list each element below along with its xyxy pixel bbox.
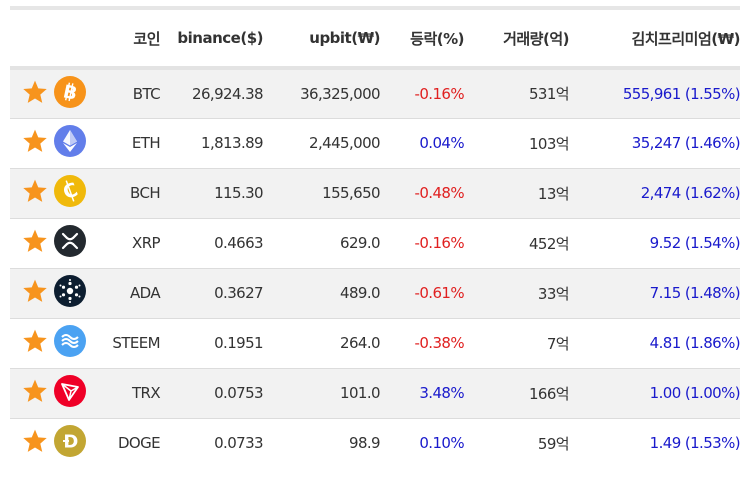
favorite-star-icon[interactable] xyxy=(22,378,48,408)
bitcoin-cash-icon: C xyxy=(54,175,86,211)
coin-symbol: ADA xyxy=(129,284,161,302)
kimchi-premium: 1.49 (1.53%) xyxy=(649,434,741,453)
row-icons: B xyxy=(10,68,100,118)
favorite-star-icon[interactable] xyxy=(22,128,48,158)
table-row[interactable]: TRX 0.0753 101.0 3.48% 166억 1.00 (1.00%) xyxy=(10,368,741,418)
volume: 59억 xyxy=(537,434,570,453)
binance-price: 1,813.89 xyxy=(201,134,264,152)
row-icons xyxy=(10,218,100,268)
coin-symbol: ETH xyxy=(131,134,161,152)
binance-price: 0.4663 xyxy=(214,234,263,252)
header-coin[interactable]: 코인 xyxy=(133,29,160,48)
bitcoin-icon: B xyxy=(54,75,86,112)
binance-price: 0.1951 xyxy=(214,334,263,352)
change-percent: 0.10% xyxy=(419,434,464,453)
header-change[interactable]: 등락(%) xyxy=(410,29,464,48)
change-percent: 3.48% xyxy=(419,384,464,402)
upbit-price: 98.9 xyxy=(349,434,381,453)
table-row[interactable]: STEEM 0.1951 264.0 -0.38% 7억 4.81 (1.86%) xyxy=(10,318,741,368)
header-favorite xyxy=(10,10,100,68)
upbit-price: 264.0 xyxy=(340,334,381,352)
volume: 7억 xyxy=(546,334,570,353)
binance-price: 0.0733 xyxy=(214,434,263,453)
kimchi-premium: 1.00 (1.00%) xyxy=(649,384,741,402)
volume: 531억 xyxy=(528,85,570,104)
volume: 33억 xyxy=(537,284,570,303)
volume: 166억 xyxy=(528,384,570,403)
favorite-star-icon[interactable] xyxy=(22,428,48,458)
table-header-row: 코인 binance($) upbit(₩) 등락(%) 거래량(억) 김치프리… xyxy=(10,10,741,68)
upbit-price: 629.0 xyxy=(340,234,381,252)
upbit-price: 2,445,000 xyxy=(309,134,381,152)
change-percent: -0.38% xyxy=(414,334,465,352)
upbit-price: 489.0 xyxy=(340,284,381,302)
volume: 103억 xyxy=(528,134,570,153)
favorite-star-icon[interactable] xyxy=(22,178,48,208)
xrp-icon xyxy=(54,225,86,261)
kimchi-premium: 4.81 (1.86%) xyxy=(649,334,741,352)
change-percent: -0.61% xyxy=(414,284,465,302)
coin-symbol: BTC xyxy=(132,84,161,103)
top-divider xyxy=(10,6,740,10)
steem-icon xyxy=(54,325,86,361)
coin-symbol: DOGE xyxy=(117,434,161,453)
tron-icon xyxy=(54,375,86,411)
table-row[interactable]: XRP 0.4663 629.0 -0.16% 452억 9.52 (1.54%) xyxy=(10,218,741,268)
change-percent: -0.16% xyxy=(414,234,465,252)
favorite-star-icon[interactable] xyxy=(22,328,48,358)
row-icons: C xyxy=(10,168,100,218)
binance-price: 115.30 xyxy=(214,184,263,202)
row-icons xyxy=(10,268,100,318)
header-premium[interactable]: 김치프리미엄(₩) xyxy=(631,29,740,48)
favorite-star-icon[interactable] xyxy=(22,79,48,109)
svg-text:D: D xyxy=(63,432,77,453)
coin-symbol: TRX xyxy=(131,384,161,402)
volume: 452억 xyxy=(528,234,570,253)
cardano-icon xyxy=(54,275,86,311)
kimchi-premium: 9.52 (1.54%) xyxy=(649,234,741,252)
row-icons xyxy=(10,368,100,418)
dogecoin-icon: D xyxy=(54,425,86,461)
coin-symbol: XRP xyxy=(132,234,161,252)
upbit-price: 36,325,000 xyxy=(300,84,380,103)
header-volume[interactable]: 거래량(억) xyxy=(503,29,569,48)
volume: 13억 xyxy=(537,184,570,203)
table-row[interactable]: B BTC 26,924.38 36,325,000 -0.16% 531억 555,961… xyxy=(10,68,741,118)
change-percent: 0.04% xyxy=(419,134,464,152)
table-row[interactable]: ETH 1,813.89 2,445,000 0.04% 103억 35,247 (1.4… xyxy=(10,118,741,168)
binance-price: 0.3627 xyxy=(214,284,263,302)
binance-price: 26,924.38 xyxy=(192,84,264,103)
header-binance[interactable]: binance($) xyxy=(177,29,263,47)
coin-symbol: BCH xyxy=(130,184,161,202)
coin-price-table: 코인 binance($) upbit(₩) 등락(%) 거래량(억) 김치프리… xyxy=(10,10,741,468)
change-percent: -0.48% xyxy=(414,184,465,202)
row-icons xyxy=(10,118,100,168)
favorite-star-icon[interactable] xyxy=(22,228,48,258)
table-row[interactable]: C BCH 115.30 155,650 -0.48% 13억 2,474 (1.62%) xyxy=(10,168,741,218)
binance-price: 0.0753 xyxy=(214,384,263,402)
table-row[interactable]: ADA 0.3627 489.0 -0.61% 33억 7.15 (1.48%) xyxy=(10,268,741,318)
kimchi-premium: 7.15 (1.48%) xyxy=(649,284,741,302)
change-percent: -0.16% xyxy=(414,84,465,103)
ethereum-icon xyxy=(54,125,86,161)
table-row[interactable]: D DOGE 0.0733 98.9 0.10% 59억 1.49 (1.53%) xyxy=(10,418,741,468)
row-icons xyxy=(10,318,100,368)
header-upbit[interactable]: upbit(₩) xyxy=(309,29,380,47)
row-icons: D xyxy=(10,418,100,468)
upbit-price: 155,650 xyxy=(322,184,380,202)
kimchi-premium: 2,474 (1.62%) xyxy=(640,184,741,202)
coin-symbol: STEEM xyxy=(112,334,160,352)
kimchi-premium: 35,247 (1.46%) xyxy=(631,134,741,152)
upbit-price: 101.0 xyxy=(340,384,381,402)
kimchi-premium: 555,961 (1.55%) xyxy=(622,84,741,103)
favorite-star-icon[interactable] xyxy=(22,278,48,308)
